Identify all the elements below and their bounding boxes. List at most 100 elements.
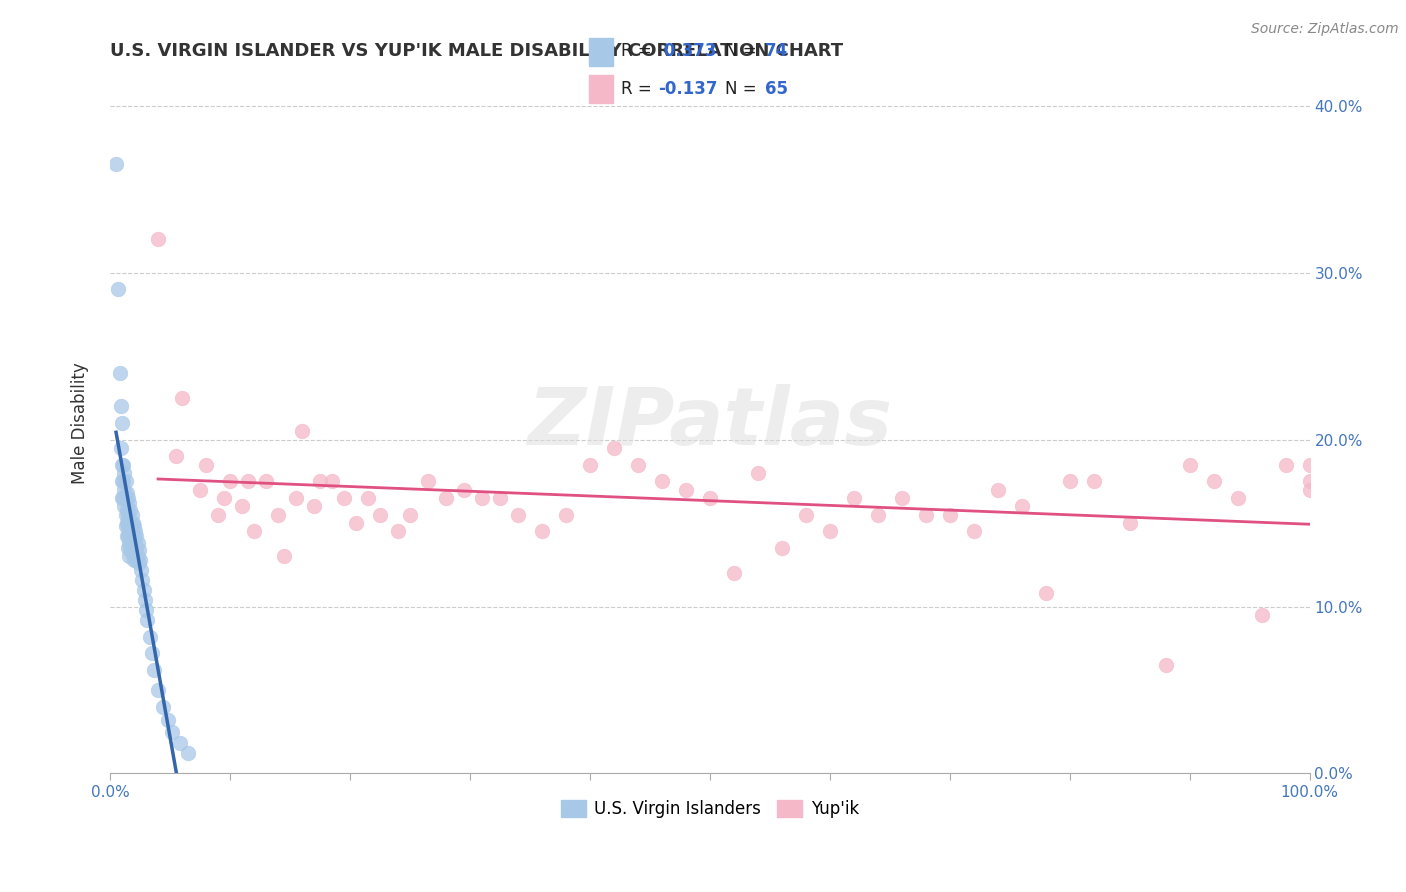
Point: [114, 491, 136, 505]
Point: [117, 519, 139, 533]
Point: [111, 458, 134, 472]
Point: [219, 475, 242, 489]
Point: [471, 491, 494, 505]
Point: [1011, 500, 1033, 514]
Point: [118, 549, 141, 564]
Point: [368, 508, 391, 522]
Point: [747, 466, 769, 480]
Point: [723, 566, 745, 581]
Text: 74: 74: [765, 42, 789, 61]
Point: [1178, 458, 1201, 472]
Point: [554, 508, 576, 522]
Point: [416, 475, 439, 489]
Point: [114, 483, 136, 497]
Point: [118, 524, 141, 539]
Point: [195, 458, 218, 472]
Point: [107, 282, 129, 296]
Point: [115, 486, 138, 500]
Point: [1035, 586, 1057, 600]
Point: [121, 533, 143, 547]
Point: [1298, 475, 1320, 489]
Point: [188, 483, 211, 497]
Point: [111, 475, 134, 489]
Point: [627, 458, 650, 472]
Point: [890, 491, 912, 505]
Point: [124, 536, 146, 550]
Point: [138, 630, 160, 644]
Text: N =: N =: [725, 80, 756, 98]
Point: [309, 475, 332, 489]
Point: [291, 424, 314, 438]
Point: [321, 475, 343, 489]
Point: [842, 491, 865, 505]
Point: [129, 553, 152, 567]
Point: [112, 491, 135, 505]
Point: [603, 441, 626, 455]
Point: [121, 516, 143, 530]
Point: [127, 536, 149, 550]
Point: [117, 491, 139, 505]
Point: [110, 441, 132, 455]
Point: [273, 549, 295, 564]
Point: [122, 529, 145, 543]
Point: [125, 553, 148, 567]
Point: [141, 646, 163, 660]
Point: [651, 475, 673, 489]
Point: [387, 524, 409, 539]
Point: [114, 500, 136, 514]
Point: [105, 157, 128, 171]
Point: [117, 541, 139, 555]
Point: [114, 508, 136, 522]
Point: [118, 496, 141, 510]
Point: [146, 232, 169, 246]
Y-axis label: Male Disability: Male Disability: [72, 362, 89, 483]
Text: 0.373: 0.373: [658, 42, 717, 61]
Point: [143, 663, 166, 677]
Point: [118, 513, 141, 527]
Point: [114, 466, 136, 480]
Point: [117, 508, 139, 522]
Point: [112, 475, 135, 489]
Point: [794, 508, 817, 522]
Point: [111, 491, 134, 505]
Point: [170, 391, 193, 405]
Point: [963, 524, 986, 539]
Text: Source: ZipAtlas.com: Source: ZipAtlas.com: [1251, 22, 1399, 37]
Point: [357, 491, 380, 505]
Text: 65: 65: [765, 80, 789, 98]
Point: [675, 483, 697, 497]
Point: [212, 491, 235, 505]
Point: [110, 399, 132, 413]
Point: [333, 491, 356, 505]
Point: [207, 508, 229, 522]
Text: R =: R =: [621, 80, 651, 98]
Point: [129, 563, 152, 577]
Point: [1202, 475, 1225, 489]
Point: [302, 500, 325, 514]
Point: [124, 549, 146, 564]
Point: [114, 519, 136, 533]
Legend: U.S. Virgin Islanders, Yup'ik: U.S. Virgin Islanders, Yup'ik: [554, 793, 866, 825]
Point: [243, 524, 266, 539]
Text: N =: N =: [725, 42, 756, 61]
Point: [399, 508, 422, 522]
Point: [121, 540, 143, 554]
Point: [489, 491, 512, 505]
Point: [121, 519, 143, 533]
Text: -0.137: -0.137: [658, 80, 718, 98]
Text: ZIPatlas: ZIPatlas: [527, 384, 893, 462]
FancyBboxPatch shape: [589, 37, 613, 66]
Point: [125, 541, 148, 555]
Point: [112, 458, 135, 472]
Point: [111, 416, 134, 430]
Point: [177, 747, 200, 761]
Point: [169, 736, 191, 750]
Point: [122, 553, 145, 567]
Point: [122, 541, 145, 555]
Point: [1154, 657, 1177, 672]
Point: [115, 529, 138, 543]
Point: [579, 458, 602, 472]
Point: [285, 491, 308, 505]
Point: [127, 549, 149, 564]
Point: [162, 724, 184, 739]
